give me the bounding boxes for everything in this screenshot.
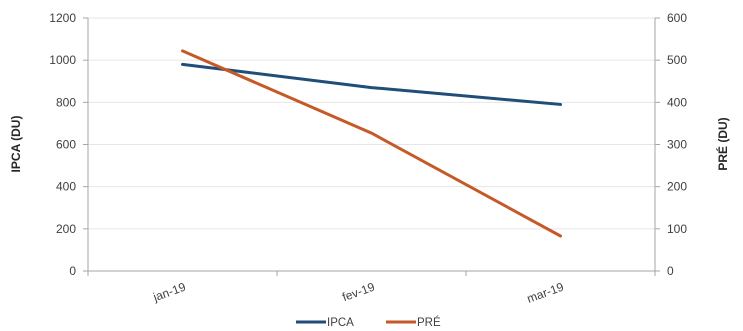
right-tick-label: 600 — [667, 11, 687, 25]
series-line-ipca — [181, 62, 562, 106]
left-tick-label: 400 — [56, 180, 76, 194]
left-tick-label: 1000 — [49, 53, 76, 67]
left-tick-label: 200 — [56, 222, 76, 236]
x-tick-label: mar-19 — [525, 280, 566, 306]
legend-label-pre: PRÉ — [417, 316, 441, 329]
x-axis-ticks: jan-19 fev-19 mar-19 — [87, 271, 656, 306]
left-axis-title: IPCA (DU) — [9, 116, 23, 173]
right-tick-label: 200 — [667, 180, 687, 194]
right-tick-label: 300 — [667, 138, 687, 152]
left-tick-label: 0 — [69, 264, 76, 278]
series-lines — [181, 49, 562, 238]
right-tick-label: 400 — [667, 95, 687, 109]
x-tick-label: fev-19 — [340, 280, 376, 305]
right-tick-label: 100 — [667, 222, 687, 236]
left-tick-label: 1200 — [49, 11, 76, 25]
right-axis-ticks: 0 100 200 300 400 500 600 — [655, 11, 687, 278]
series-line-pre — [181, 49, 562, 238]
left-axis-ticks: 0 200 400 600 800 1000 1200 — [49, 11, 88, 278]
gridlines — [88, 17, 655, 230]
right-tick-label: 0 — [667, 264, 674, 278]
x-tick-label: jan-19 — [150, 280, 187, 305]
right-axis-title: PRÉ (DU) — [715, 117, 730, 170]
left-tick-label: 600 — [56, 138, 76, 152]
left-tick-label: 800 — [56, 95, 76, 109]
right-tick-label: 500 — [667, 53, 687, 67]
legend: IPCA PRÉ — [296, 316, 441, 329]
legend-label-ipca: IPCA — [327, 317, 354, 329]
